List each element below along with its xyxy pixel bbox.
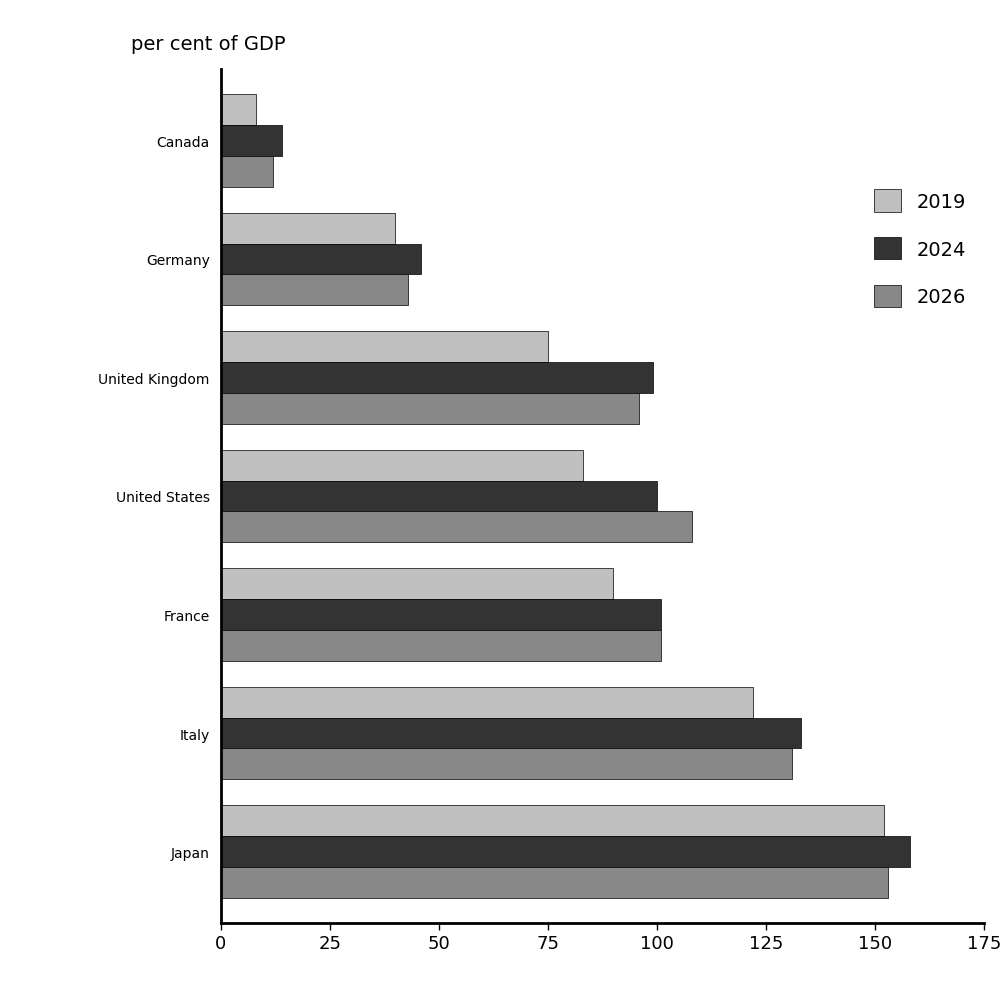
Bar: [221, 630, 661, 661]
Bar: [221, 245, 421, 275]
Bar: [221, 837, 909, 868]
Legend: 2019, 2024, 2026: 2019, 2024, 2026: [866, 183, 973, 316]
Bar: [221, 214, 395, 245]
Bar: [221, 748, 791, 779]
Bar: [221, 450, 582, 481]
Bar: [221, 125, 282, 156]
Bar: [221, 275, 408, 306]
Bar: [221, 512, 691, 543]
Bar: [221, 393, 639, 424]
Text: per cent of GDP: per cent of GDP: [130, 35, 285, 54]
Bar: [221, 95, 256, 125]
Bar: [221, 481, 656, 512]
Bar: [221, 805, 883, 837]
Bar: [221, 363, 652, 393]
Bar: [221, 600, 661, 630]
Bar: [221, 332, 548, 363]
Bar: [221, 718, 800, 748]
Bar: [221, 687, 752, 718]
Bar: [221, 156, 273, 188]
Bar: [221, 569, 613, 600]
Bar: [221, 868, 887, 898]
